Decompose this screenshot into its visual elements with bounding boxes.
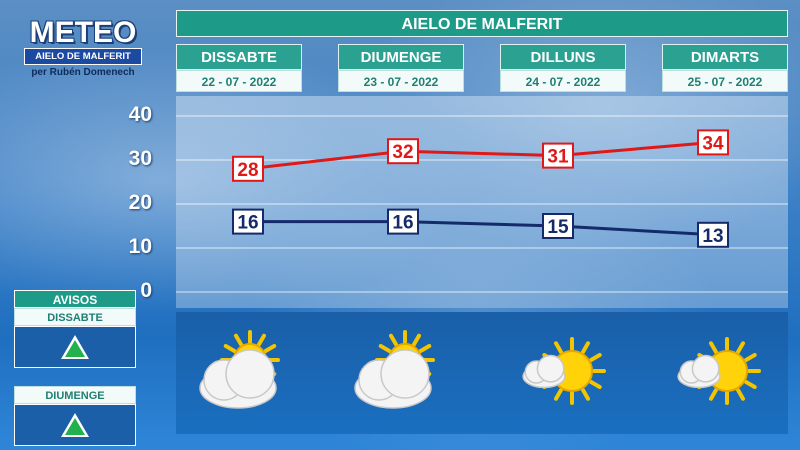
data-label: 16: [237, 213, 258, 234]
day-column-3: DILLUNS 24 - 07 - 2022: [500, 44, 626, 92]
day-date: 22 - 07 - 2022: [176, 70, 302, 92]
logo-subtitle: AIELO DE MALFERIT: [24, 48, 142, 65]
data-label: 13: [702, 226, 723, 247]
data-point-box: [387, 208, 419, 235]
y-tick-label: 40: [128, 103, 152, 126]
data-label: 28: [237, 160, 258, 181]
warning-triangle-icon: [61, 335, 89, 359]
cloud-icon: [522, 354, 566, 389]
data-point-box: [697, 129, 729, 156]
day-name: DIMARTS: [662, 44, 788, 70]
cloud-icon: [354, 349, 432, 409]
data-label: 15: [547, 217, 569, 238]
data-label: 31: [547, 147, 569, 168]
chart-panel: [176, 96, 788, 308]
y-tick-label: 30: [128, 147, 152, 170]
day-name: DILLUNS: [500, 44, 626, 70]
warnings-title: AVISOS: [14, 290, 136, 308]
warning-day-label: DISSABTE: [14, 308, 136, 326]
day-name: DIUMENGE: [338, 44, 464, 70]
meteo-logo: METEO AIELO DE MALFERIT per Rubén Domene…: [24, 18, 142, 78]
warning-triangle-icon: [61, 413, 89, 437]
day-date: 23 - 07 - 2022: [338, 70, 464, 92]
day-column-4: DIMARTS 25 - 07 - 2022: [662, 44, 788, 92]
series-line: [248, 220, 714, 237]
cloud-icon: [677, 354, 721, 389]
day-date: 24 - 07 - 2022: [500, 70, 626, 92]
data-point-box: [542, 142, 574, 169]
day-date: 25 - 07 - 2022: [662, 70, 788, 92]
logo-title: METEO: [29, 16, 137, 49]
warnings-panel: AVISOS DISSABTE DIUMENGE: [14, 290, 136, 446]
day-name: DISSABTE: [176, 44, 302, 70]
y-tick-label: 10: [128, 235, 152, 258]
data-label: 34: [702, 133, 724, 154]
location-header: AIELO DE MALFERIT: [176, 10, 788, 37]
warning-box: [14, 404, 136, 446]
logo-author: per Rubén Domenech: [31, 67, 135, 78]
day-column-1: DISSABTE 22 - 07 - 2022: [176, 44, 302, 92]
warning-day-label: DIUMENGE: [14, 386, 136, 404]
data-label: 32: [392, 142, 413, 163]
data-point-box: [542, 213, 574, 239]
y-tick-label: 0: [140, 279, 152, 302]
y-tick-label: 20: [128, 191, 152, 214]
data-point-box: [232, 155, 264, 182]
warning-box: [14, 326, 136, 368]
series-line: [247, 140, 714, 171]
day-column-2: DIUMENGE 23 - 07 - 2022: [338, 44, 464, 92]
data-point-box: [232, 208, 264, 235]
cloud-icon: [199, 349, 277, 409]
data-point-box: [697, 221, 729, 248]
data-point-box: [387, 138, 419, 165]
data-label: 16: [392, 213, 413, 234]
